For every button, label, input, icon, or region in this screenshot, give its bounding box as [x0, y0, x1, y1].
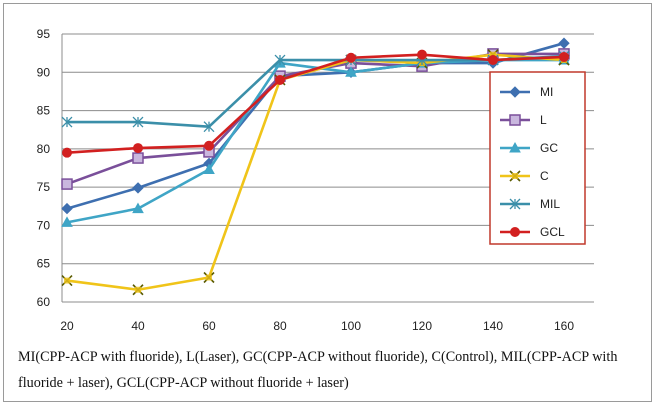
data-point-gcl — [133, 143, 143, 154]
data-point-c-fill — [490, 51, 496, 58]
legend-label-mi: MI — [540, 85, 553, 99]
series-line-gcl — [66, 53, 565, 154]
data-point-gcl — [204, 140, 214, 151]
y-tick-label: 60 — [37, 295, 51, 309]
data-point-gc — [203, 163, 215, 175]
data-point-mil — [274, 54, 286, 66]
data-point-l — [61, 178, 73, 190]
legend-label-gcl: GCL — [540, 225, 565, 239]
legend-label-gc: GC — [540, 141, 558, 155]
data-point-gc — [61, 216, 73, 227]
x-tick-label: 120 — [412, 319, 432, 333]
data-point-mil — [61, 116, 73, 128]
y-axis: 60 65 70 75 80 85 90 95 — [37, 27, 63, 309]
data-point-c-fill — [206, 274, 212, 281]
y-tick-label: 90 — [37, 65, 51, 79]
y-tick-label: 85 — [37, 104, 51, 118]
legend-entry-l: L — [500, 113, 547, 127]
legend-marker-c-fill — [512, 173, 518, 179]
data-point-gcl — [346, 52, 356, 63]
legend-label-c: C — [540, 169, 549, 183]
legend-marker-mi — [509, 86, 521, 98]
y-tick-label: 75 — [37, 180, 51, 194]
y-tick-label: 65 — [37, 257, 51, 271]
x-tick-label: 160 — [554, 319, 574, 333]
legend-entry-gc: GC — [500, 141, 558, 155]
legend-box — [489, 71, 586, 245]
legend-marker-gc — [509, 141, 521, 153]
x-tick-label: 80 — [273, 319, 287, 333]
data-point-gcl — [488, 55, 498, 66]
y-tick-label: 70 — [37, 218, 51, 232]
data-point-c — [61, 274, 73, 287]
x-tick-label: 60 — [202, 319, 216, 333]
data-point-c-fill — [135, 286, 141, 293]
x-tick-label: 20 — [60, 319, 74, 333]
data-point-gcl — [559, 51, 569, 62]
legend-entry-mil: MIL — [500, 197, 560, 211]
legend-label-mil: MIL — [540, 197, 560, 211]
line-chart: 60 65 70 75 80 85 90 95 20 40 60 80 100 120 140 160 MI… — [37, 27, 594, 333]
data-point-mi — [558, 37, 570, 49]
x-axis: 20 40 60 80 100 120 140 160 — [60, 319, 574, 333]
data-point-c-fill — [64, 277, 70, 284]
series-gcl — [62, 49, 569, 158]
legend-marker-l — [509, 114, 521, 126]
data-point-gc — [345, 66, 357, 77]
legend-marker-gcl — [510, 227, 520, 237]
data-point-l — [132, 152, 144, 164]
series-mi — [61, 37, 570, 215]
data-point-mi — [132, 182, 144, 194]
x-tick-label: 140 — [483, 319, 503, 333]
legend-entry-gcl: GCL — [500, 225, 565, 239]
legend-entry-c: C — [500, 169, 549, 183]
series-line-mi — [66, 41, 565, 210]
data-point-gcl — [417, 49, 427, 60]
legend-marker-mil — [509, 198, 521, 210]
x-tick-label: 100 — [341, 319, 361, 333]
data-point-gcl — [62, 147, 72, 158]
figure-frame: 60 65 70 75 80 85 90 95 20 40 60 80 100 120 140 160 MI… — [3, 3, 652, 402]
plot-area — [61, 37, 570, 296]
y-tick-label: 95 — [37, 27, 51, 41]
figure-caption: MI(CPP-ACP with fluoride), L(Laser), GC(… — [18, 349, 618, 391]
data-point-mil — [203, 121, 215, 133]
data-point-mi — [61, 202, 73, 215]
y-tick-label: 80 — [37, 142, 51, 156]
data-point-c — [132, 284, 144, 296]
data-point-gc — [132, 202, 144, 214]
data-point-gcl — [275, 74, 285, 85]
data-point-mil — [132, 116, 144, 128]
legend-marker-c — [509, 170, 521, 182]
data-point-c — [203, 271, 215, 284]
x-tick-label: 40 — [131, 319, 145, 333]
legend-label-l: L — [540, 113, 547, 127]
legend-entry-mi: MI — [500, 85, 553, 99]
